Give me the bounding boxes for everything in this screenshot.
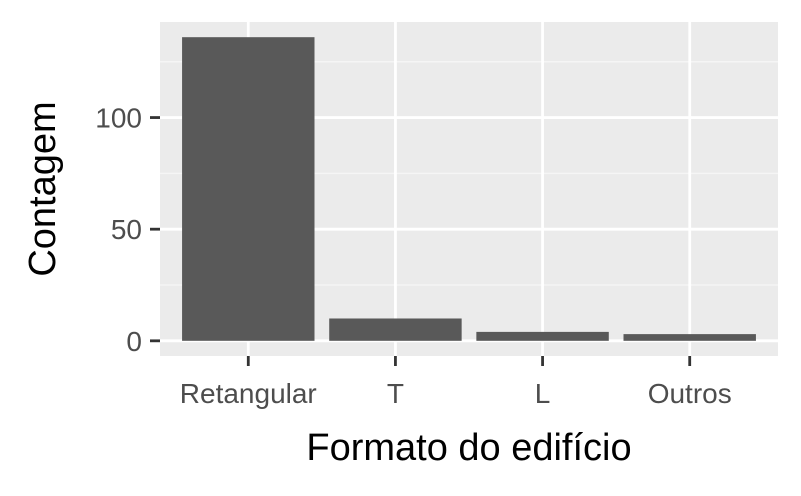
y-axis: 0 50 100 <box>95 103 160 357</box>
y-tick-label: 0 <box>126 326 142 357</box>
x-tick-label: T <box>387 378 404 409</box>
x-tick-label: L <box>535 378 551 409</box>
x-tick-label: Outros <box>648 378 732 409</box>
bar-retangular <box>182 37 315 341</box>
y-tick-label: 50 <box>111 214 142 245</box>
bar-l <box>476 331 609 341</box>
x-tick-label: Retangular <box>180 378 317 409</box>
y-tick-label: 100 <box>95 103 142 134</box>
bar-t <box>329 318 462 341</box>
bar-outros <box>623 334 756 341</box>
bars <box>182 37 756 341</box>
x-axis: Retangular T L Outros <box>180 356 732 409</box>
y-axis-title: Contagem <box>22 101 64 276</box>
x-axis-title: Formato do edifício <box>306 427 631 469</box>
